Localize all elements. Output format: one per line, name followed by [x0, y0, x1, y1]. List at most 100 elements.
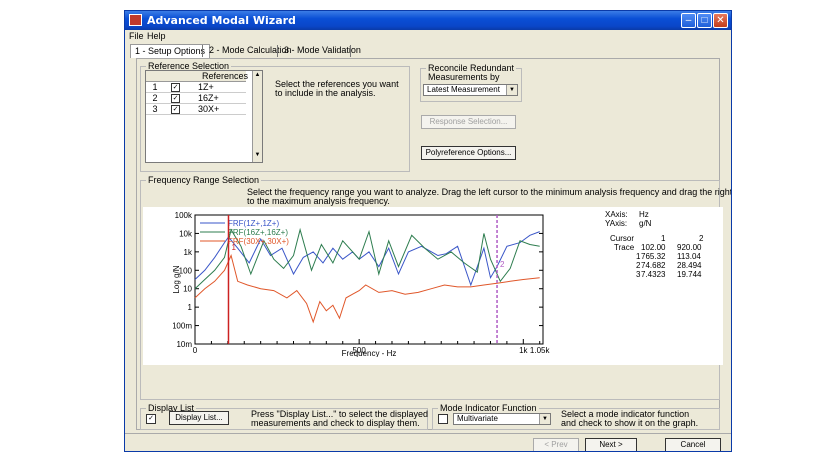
mode-indicator-instruction-line1: Select a mode indicator function	[561, 409, 690, 419]
row-3-label: 3	[636, 270, 641, 279]
advanced-modal-wizard-window: Advanced Modal Wizard – □ ✕ File Help 1 …	[124, 10, 732, 452]
window-title: Advanced Modal Wizard	[147, 14, 296, 27]
row-3-c1: 7.4323	[641, 270, 666, 279]
x-axis-label: Frequency - Hz	[342, 349, 397, 357]
reference-table: References 1 ✓ 1Z+ 2 ✓ 16Z+ 3 ✓ 30X+	[145, 70, 263, 163]
yaxis-unit: g/N	[639, 219, 652, 228]
reconcile-label: Reconcile Redundant Measurements by	[426, 63, 517, 82]
menu-file[interactable]: File	[129, 31, 144, 41]
frequency-instruction-line2: to the maximum analysis frequency.	[247, 196, 390, 206]
display-list-checkbox[interactable]: ✓	[146, 414, 156, 424]
table-row[interactable]: 2 ✓ 16Z+	[146, 93, 246, 104]
x-tick-label: 500	[352, 346, 366, 355]
tab-setup-options[interactable]: 1 - Setup Options	[130, 44, 211, 58]
mode-indicator-selected: Multivariate	[457, 414, 498, 423]
mode-indicator-select[interactable]: Multivariate ▼	[453, 413, 551, 425]
menu-help[interactable]: Help	[147, 31, 166, 41]
references-column-header: References	[202, 71, 249, 81]
row-2-c2: 28.494	[677, 261, 702, 270]
close-button[interactable]: ✕	[713, 13, 728, 28]
y-axis-label: Log g/N	[173, 265, 181, 293]
prev-button[interactable]: < Prev	[533, 438, 579, 451]
series-line-3	[194, 253, 540, 324]
reconcile-select[interactable]: Latest Measurement ▼	[423, 84, 518, 96]
display-list-instruction-line1: Press "Display List..." to select the di…	[251, 409, 428, 419]
y-tick-label: 10m	[176, 340, 192, 349]
cursor-info-panel: XAxis: Hz YAxis: g/N Cursor 1 2 Trace 10…	[605, 207, 723, 365]
row-number: 1	[152, 82, 158, 92]
setup-options-panel: Reference Selection References 1 ✓ 1Z+ 2…	[136, 58, 731, 430]
mode-indicator-instruction-line2: and check to show it on the graph.	[561, 418, 699, 428]
reconcile-selected: Latest Measurement	[427, 85, 500, 94]
tab-mode-validation[interactable]: 3 - Mode Validation	[284, 45, 361, 55]
trace-c2: 920.00	[677, 243, 702, 252]
cursor-2-header: 2	[699, 234, 704, 243]
app-icon	[129, 14, 142, 26]
reference-name: 30X+	[198, 104, 220, 114]
response-selection-button[interactable]: Response Selection...	[421, 115, 516, 129]
y-tick-label: 100	[179, 266, 193, 275]
row-1-label: 1	[636, 252, 641, 261]
y-tick-label: 10k	[179, 229, 193, 238]
frequency-range-group: Frequency Range Selection Select the fre…	[140, 175, 731, 400]
display-list-button[interactable]: Display List...	[169, 411, 229, 425]
x-tick-label: 1.05k	[530, 346, 551, 355]
cursor-header: Cursor	[610, 234, 635, 243]
tab-mode-calculation[interactable]: 2 - Mode Calculation	[209, 45, 292, 55]
frequency-range-label: Frequency Range Selection	[146, 175, 262, 185]
reconcile-group: Reconcile Redundant Measurements by Lates…	[420, 64, 522, 102]
reference-checkbox[interactable]: ✓	[171, 94, 180, 103]
cursor-1-label: 1	[231, 243, 236, 252]
chevron-down-icon[interactable]: ▼	[506, 85, 517, 95]
cancel-button[interactable]: Cancel	[665, 438, 721, 451]
mode-indicator-checkbox[interactable]	[438, 414, 448, 424]
legend-label-1: FRF(1Z+,1Z+)	[228, 219, 279, 228]
mode-indicator-group: Mode Indicator Function Multivariate ▼ S…	[432, 403, 720, 430]
trace-c1: 102.00	[641, 243, 666, 252]
legend-label-2: FRF(16Z+,16Z+)	[228, 228, 288, 237]
y-tick-label: 100m	[173, 322, 192, 331]
tab-divider	[277, 45, 278, 57]
maximize-button[interactable]: □	[697, 13, 712, 28]
yaxis-label: YAxis:	[605, 219, 628, 228]
reference-name: 1Z+	[198, 82, 214, 92]
reference-selection-label: Reference Selection	[146, 61, 232, 71]
xaxis-label: XAxis:	[605, 210, 628, 219]
tab-divider	[350, 45, 351, 57]
tab-divider	[202, 45, 203, 57]
mode-indicator-label: Mode Indicator Function	[438, 403, 539, 413]
row-1-c1: 765.32	[641, 252, 666, 261]
y-tick-label: 1k	[184, 248, 193, 257]
y-tick-label: 10	[183, 285, 192, 294]
scroll-up-icon[interactable]: ▲	[254, 72, 261, 78]
reference-checkbox[interactable]: ✓	[171, 105, 180, 114]
frequency-instruction-line1: Select the frequency range you want to a…	[247, 187, 732, 197]
reference-table-header: References	[146, 71, 249, 82]
polyreference-options-button[interactable]: Polyreference Options...	[421, 146, 516, 160]
minimize-button[interactable]: –	[681, 13, 696, 28]
next-button[interactable]: Next >	[585, 438, 637, 451]
table-row[interactable]: 3 ✓ 30X+	[146, 104, 246, 115]
xaxis-unit: Hz	[639, 210, 649, 219]
scroll-down-icon[interactable]: ▼	[254, 152, 261, 158]
legend-label-3: FRF(30X+,30X+)	[228, 237, 289, 246]
table-row[interactable]: 1 ✓ 1Z+	[146, 82, 246, 93]
cursor-1-header: 1	[661, 234, 666, 243]
reference-instruction-line1: Select the references you want	[275, 79, 399, 89]
display-list-group: Display List ✓ Display List... Press "Di…	[140, 403, 428, 430]
reference-instruction-line2: to include in the analysis.	[275, 88, 376, 98]
chevron-down-icon[interactable]: ▼	[539, 414, 550, 424]
x-tick-label: 1k	[519, 346, 528, 355]
reference-table-scrollbar[interactable]: ▲ ▼	[252, 71, 262, 162]
reference-checkbox[interactable]: ✓	[171, 83, 180, 92]
row-number: 3	[152, 104, 158, 114]
frf-graph[interactable]: 100k 10k 1k 100 10 1 100m 10m 0 500 1k 1.05k Frequen…	[143, 207, 723, 365]
row-2-label: 2	[636, 261, 641, 270]
title-bar[interactable]: Advanced Modal Wizard – □ ✕	[125, 11, 731, 30]
row-2-c1: 74.682	[641, 261, 666, 270]
row-3-c2: 19.744	[677, 270, 702, 279]
y-tick-label: 1	[188, 303, 193, 312]
y-tick-label: 100k	[175, 212, 193, 220]
reference-selection-group: Reference Selection References 1 ✓ 1Z+ 2…	[140, 61, 410, 172]
